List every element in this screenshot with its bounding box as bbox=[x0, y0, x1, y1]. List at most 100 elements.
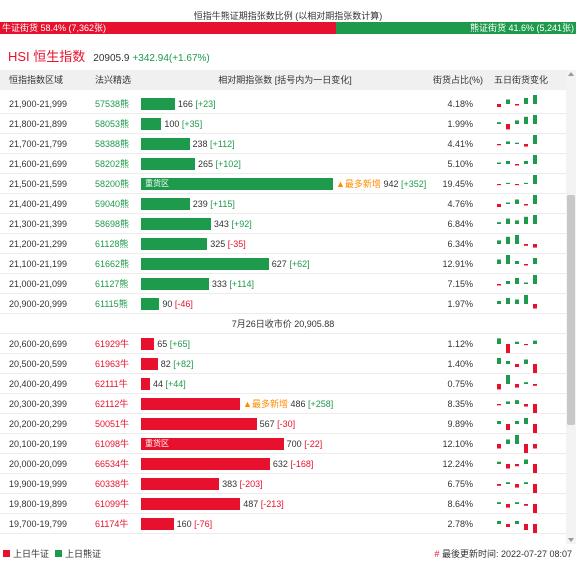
trend-bar bbox=[515, 261, 519, 264]
table-row[interactable]: 21,300-21,399 58698熊 343 [+92] 6.84% bbox=[0, 214, 566, 234]
contracts-count: 627 bbox=[271, 259, 287, 269]
five-day-trend-chart bbox=[497, 175, 537, 186]
warrant-code-link[interactable]: 61098牛 bbox=[95, 439, 130, 449]
trend-bar bbox=[515, 364, 519, 367]
range-cell: 19,700-19,799 bbox=[9, 519, 68, 529]
table-row[interactable]: 20,400-20,499 62111牛 44 [+44] 0.75% bbox=[0, 374, 566, 394]
table-row[interactable]: 21,600-21,699 58202熊 265 [+102] 5.10% bbox=[0, 154, 566, 174]
warrant-code-link[interactable]: 61174牛 bbox=[95, 519, 129, 529]
scroll-down-arrow-icon[interactable] bbox=[568, 538, 574, 542]
table-row[interactable]: 20,500-20,599 61963牛 82 [+82] 1.40% bbox=[0, 354, 566, 374]
trend-bar bbox=[533, 524, 537, 533]
warrant-code-link[interactable]: 61099牛 bbox=[95, 499, 130, 509]
bear-ratio-segment: 熊证街货 41.6% (5,241张) bbox=[336, 22, 576, 34]
table-row[interactable]: 21,100-21,199 61662熊 627 [+62] 12.91% bbox=[0, 254, 566, 274]
warrant-code-link[interactable]: 58388熊 bbox=[95, 139, 130, 149]
trend-bar bbox=[515, 220, 519, 224]
warrant-code-link[interactable]: 58200熊 bbox=[95, 179, 130, 189]
trend-bar bbox=[533, 404, 537, 413]
share-cell: 8.35% bbox=[447, 399, 473, 409]
trend-bar bbox=[506, 375, 510, 384]
column-header-code: 法兴精选 bbox=[95, 75, 132, 85]
scroll-thumb[interactable] bbox=[567, 195, 575, 425]
daily-change: [-22] bbox=[304, 439, 323, 449]
share-cell: 6.75% bbox=[447, 479, 473, 489]
five-day-trend-chart bbox=[497, 155, 537, 166]
warrant-code-link[interactable]: 58698熊 bbox=[95, 219, 130, 229]
contracts-count: 160 bbox=[176, 519, 192, 529]
index-change: +342.94(+1.67%) bbox=[132, 53, 210, 64]
table-row[interactable]: 20,300-20,399 62112牛 ▲最多新增 486 [+258] 8.35% bbox=[0, 394, 566, 414]
trend-bar bbox=[524, 204, 528, 206]
trend-bar bbox=[497, 461, 501, 464]
table-row[interactable]: 20,100-20,199 61098牛 重货区 700 [-22] 12.10% bbox=[0, 434, 566, 454]
range-cell: 21,600-21,699 bbox=[9, 159, 68, 169]
trend-bar bbox=[533, 275, 537, 284]
share-cell: 1.97% bbox=[447, 299, 473, 309]
share-cell: 8.64% bbox=[447, 499, 473, 509]
five-day-trend-chart bbox=[497, 255, 537, 266]
table-row[interactable]: 19,900-19,999 60338牛 383 [-203] 6.75% bbox=[0, 474, 566, 494]
table-row[interactable]: 21,500-21,599 58200熊 重货区 ▲最多新增 942 [+352] 19… bbox=[0, 174, 566, 194]
table-row[interactable]: 21,800-21,899 58053熊 100 [+35] 1.99% bbox=[0, 114, 566, 134]
warrant-code-link[interactable]: 61662熊 bbox=[95, 259, 130, 269]
table-row[interactable]: 21,200-21,299 61128熊 325 [-35] 6.34% bbox=[0, 234, 566, 254]
trend-bar bbox=[515, 278, 519, 284]
warrant-code-link[interactable]: 61128熊 bbox=[95, 239, 129, 249]
warrant-code-link[interactable]: 61929牛 bbox=[95, 339, 130, 349]
contracts-bar bbox=[141, 258, 269, 270]
contracts-value: 627 [+62] bbox=[272, 258, 310, 270]
warrant-code-link[interactable]: 62111牛 bbox=[95, 379, 128, 389]
contracts-count: 487 bbox=[243, 499, 259, 509]
trend-bar bbox=[533, 340, 537, 344]
share-cell: 1.99% bbox=[447, 119, 473, 129]
table-row[interactable]: 20,600-20,699 61929牛 65 [+65] 1.12% bbox=[0, 334, 566, 354]
warrant-code-link[interactable]: 58202熊 bbox=[95, 159, 130, 169]
trend-bar bbox=[524, 404, 528, 407]
table-row[interactable]: 20,900-20,999 61115熊 90 [-46] 1.97% bbox=[0, 294, 566, 314]
table-row[interactable]: 21,000-21,099 61127熊 333 [+114] 7.15% bbox=[0, 274, 566, 294]
table-row[interactable]: 19,700-19,799 61174牛 160 [-76] 2.78% bbox=[0, 514, 566, 534]
table-row[interactable]: 19,800-19,899 61099牛 487 [-213] 8.64% bbox=[0, 494, 566, 514]
cbbc-table-body[interactable]: 21,900-21,999 57538熊 166 [+23] 4.18% 21,800-… bbox=[0, 90, 566, 544]
trend-bar bbox=[524, 444, 528, 453]
last-update-text: 最後更新时间: 2022-07-27 08:07 bbox=[441, 549, 572, 559]
share-cell: 12.10% bbox=[442, 439, 473, 449]
trend-bar bbox=[497, 122, 501, 124]
daily-change: [-76] bbox=[194, 519, 213, 529]
contracts-value: 383 [-203] bbox=[222, 478, 263, 490]
daily-change: [+112] bbox=[210, 139, 235, 149]
warrant-code-link[interactable]: 61963牛 bbox=[95, 359, 130, 369]
warrant-code-link[interactable]: 50051牛 bbox=[95, 419, 130, 429]
trend-bar bbox=[515, 235, 519, 244]
table-row[interactable]: 20,000-20,099 66534牛 632 [-168] 12.24% bbox=[0, 454, 566, 474]
most-new-badge: ▲最多新增 bbox=[243, 399, 288, 409]
table-row[interactable]: 20,200-20,299 50051牛 567 [-30] 9.89% bbox=[0, 414, 566, 434]
warrant-code-link[interactable]: 58053熊 bbox=[95, 119, 130, 129]
column-header-range: 恒指指数区域 bbox=[9, 75, 64, 85]
warrant-code-link[interactable]: 66534牛 bbox=[95, 459, 130, 469]
table-row[interactable]: 21,700-21,799 58388熊 238 [+112] 4.41% bbox=[0, 134, 566, 154]
range-cell: 21,000-21,099 bbox=[9, 279, 68, 289]
daily-change: [+102] bbox=[215, 159, 241, 169]
legend: 上日牛证 上日熊证 bbox=[3, 547, 101, 560]
trend-bar bbox=[497, 184, 501, 186]
trend-bar bbox=[506, 439, 510, 444]
warrant-code-link[interactable]: 57538熊 bbox=[95, 99, 130, 109]
range-cell: 21,900-21,999 bbox=[9, 99, 68, 109]
warrant-code-link[interactable]: 61115熊 bbox=[95, 299, 128, 309]
table-row[interactable]: 21,400-21,499 59040熊 239 [+115] 4.76% bbox=[0, 194, 566, 214]
scrollbar[interactable] bbox=[566, 70, 576, 544]
scroll-up-arrow-icon[interactable] bbox=[568, 72, 574, 76]
share-cell: 7.15% bbox=[447, 279, 473, 289]
footer: 上日牛证 上日熊证 # 最後更新时间: 2022-07-27 08:07 bbox=[0, 547, 576, 561]
warrant-code-link[interactable]: 59040熊 bbox=[95, 199, 130, 209]
warrant-code-link[interactable]: 60338牛 bbox=[95, 479, 130, 489]
warrant-code-link[interactable]: 61127熊 bbox=[95, 279, 129, 289]
warrant-code-link[interactable]: 62112牛 bbox=[95, 399, 129, 409]
trend-bar bbox=[533, 304, 537, 309]
table-row[interactable]: 21,900-21,999 57538熊 166 [+23] 4.18% bbox=[0, 94, 566, 114]
trend-bar bbox=[506, 161, 510, 164]
trend-bar bbox=[497, 384, 501, 390]
trend-bar bbox=[515, 435, 519, 444]
